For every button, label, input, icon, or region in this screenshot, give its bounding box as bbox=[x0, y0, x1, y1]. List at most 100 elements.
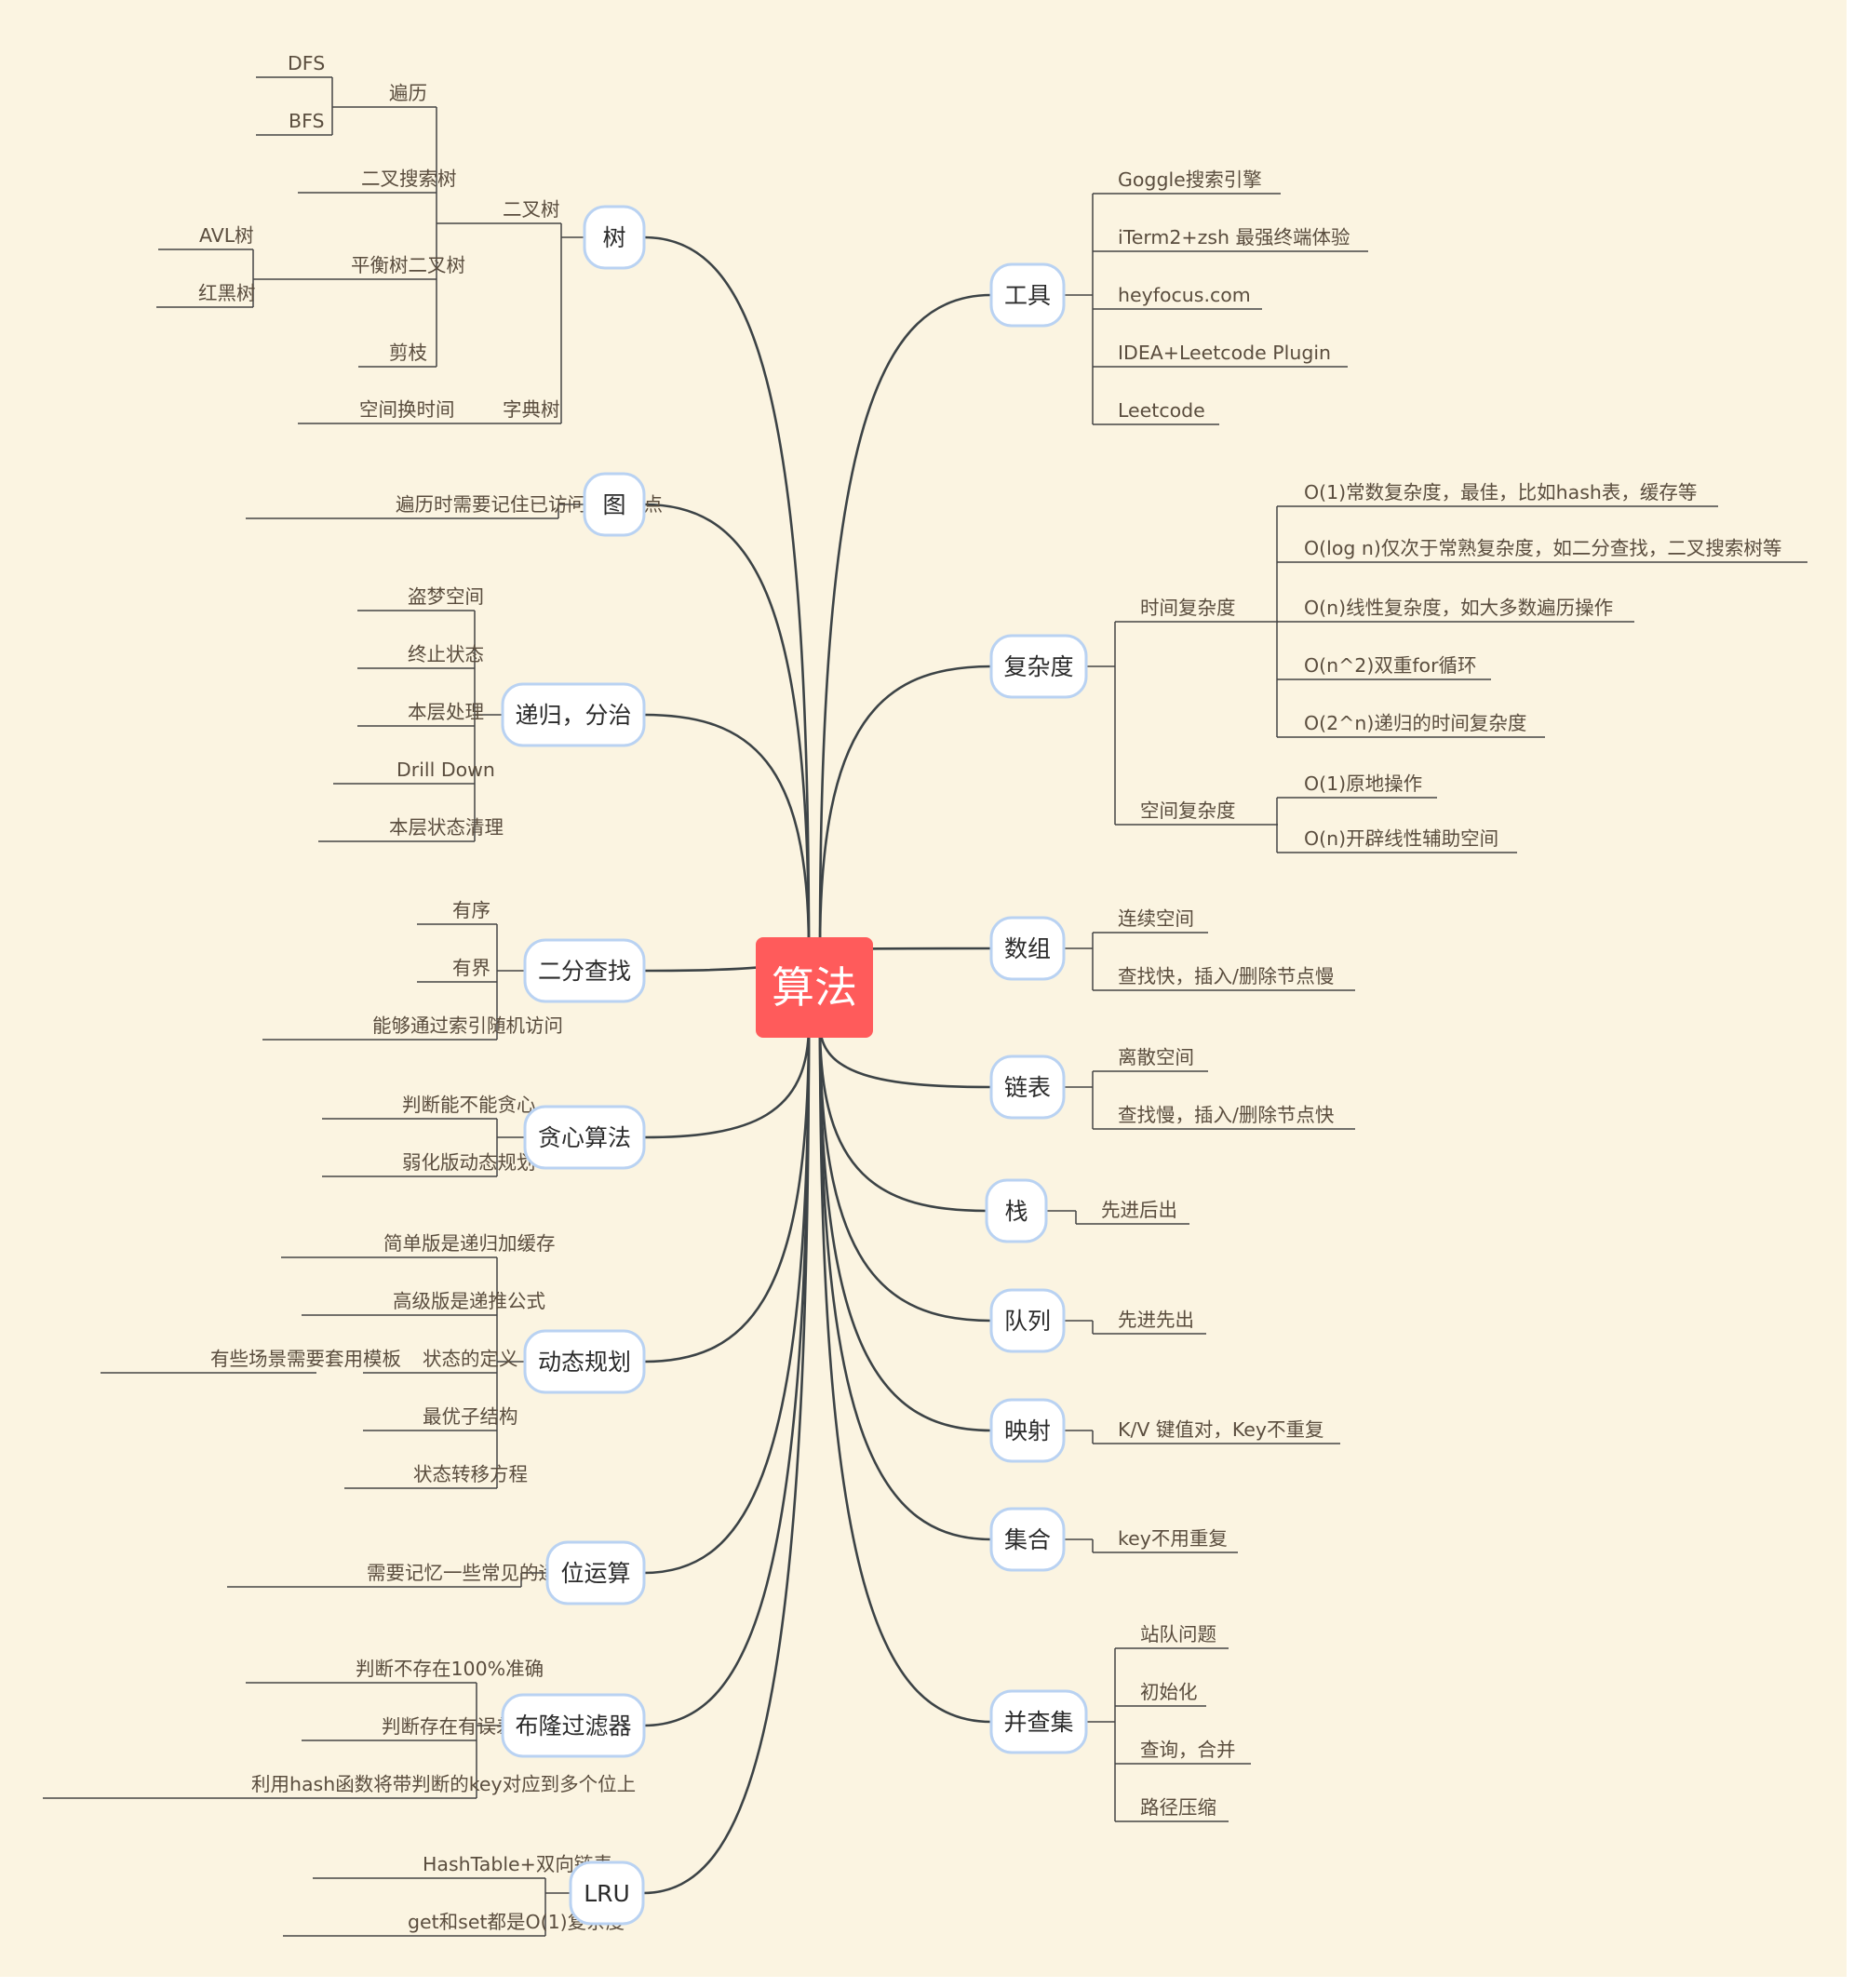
topic-box[interactable] bbox=[989, 1507, 1066, 1572]
leaf-label: O(1)常数复杂度，最佳，比如hash表，缓存等 bbox=[1304, 481, 1697, 504]
branch-line-left-0 bbox=[643, 235, 811, 951]
topic-right-6[interactable]: 映射 bbox=[989, 1398, 1066, 1463]
leaf-label: 初始化 bbox=[1140, 1681, 1198, 1703]
topic-right-1[interactable]: 复杂度 bbox=[989, 634, 1088, 699]
branch-line-right-4 bbox=[818, 1024, 987, 1213]
topic-box[interactable] bbox=[985, 1178, 1048, 1243]
topic-box[interactable] bbox=[989, 1288, 1066, 1353]
topic-right-0[interactable]: 工具 bbox=[989, 262, 1066, 328]
topic-box[interactable] bbox=[501, 1693, 646, 1758]
topic-box[interactable] bbox=[989, 1054, 1066, 1120]
leaf-label: 查找快，插入/删除节点慢 bbox=[1118, 965, 1334, 987]
topic-right-5[interactable]: 队列 bbox=[989, 1288, 1066, 1353]
leaf-label: BFS bbox=[289, 110, 325, 132]
topic-left-0[interactable]: 树 bbox=[583, 205, 646, 270]
leaf-label: AVL树 bbox=[199, 224, 254, 247]
topic-label: 数组 bbox=[1004, 935, 1051, 962]
leaf-label: 状态的定义 bbox=[423, 1348, 518, 1370]
topic-right-8[interactable]: 并查集 bbox=[989, 1689, 1088, 1754]
topic-left-3[interactable]: 二分查找 bbox=[523, 938, 646, 1003]
leaf-label: 离散空间 bbox=[1118, 1046, 1194, 1068]
branch-line-left-5 bbox=[643, 1024, 811, 1363]
branch-line-left-8 bbox=[642, 1024, 811, 1895]
leaf-label: 先进先出 bbox=[1118, 1309, 1194, 1331]
leaf-label: 红黑树 bbox=[198, 282, 256, 304]
topic-box[interactable] bbox=[989, 634, 1088, 699]
leaf-label: O(1)原地操作 bbox=[1304, 772, 1422, 795]
topic-left-4[interactable]: 贪心算法 bbox=[523, 1105, 646, 1170]
topic-box[interactable] bbox=[989, 1398, 1066, 1463]
leaf-label: 最优子结构 bbox=[423, 1405, 518, 1428]
leaf-label: iTerm2+zsh 最强终端体验 bbox=[1118, 226, 1350, 248]
branch-line-right-5 bbox=[818, 1024, 992, 1323]
branch-line-left-2 bbox=[643, 713, 811, 951]
topic-label: 集合 bbox=[1004, 1526, 1051, 1553]
leaf-label: 判断能不能贪心 bbox=[402, 1094, 536, 1116]
leaf-label: 查询，合并 bbox=[1140, 1739, 1236, 1761]
leaf-label: 简单版是递归加缓存 bbox=[383, 1232, 556, 1255]
branch-line-right-8 bbox=[818, 1024, 992, 1724]
root-node[interactable]: 算法 bbox=[756, 937, 873, 1038]
topic-box[interactable] bbox=[501, 682, 646, 747]
leaf-label: O(n)线性复杂度，如大多数遍历操作 bbox=[1304, 597, 1613, 619]
leaf-label: 有界 bbox=[452, 957, 490, 979]
leaf-label: 空间换时间 bbox=[359, 398, 455, 421]
leaf-label: 利用hash函数将带判断的key对应到多个位上 bbox=[251, 1773, 636, 1795]
leaf-label: 平衡树二叉树 bbox=[351, 254, 465, 276]
topic-label: 栈 bbox=[1004, 1198, 1028, 1225]
topic-box[interactable] bbox=[583, 205, 646, 270]
topic-left-2[interactable]: 递归，分治 bbox=[501, 682, 646, 747]
topic-label: 并查集 bbox=[1003, 1709, 1073, 1736]
leaf-label: O(n^2)双重for循环 bbox=[1304, 654, 1477, 677]
topic-label: 链表 bbox=[1004, 1074, 1051, 1101]
leaf-label: 路径压缩 bbox=[1140, 1796, 1216, 1819]
topic-right-3[interactable]: 链表 bbox=[989, 1054, 1066, 1120]
root-box[interactable] bbox=[756, 937, 873, 1038]
topic-box[interactable] bbox=[545, 1540, 646, 1605]
leaf-label: K/V 键值对，Key不重复 bbox=[1118, 1418, 1324, 1441]
topic-label: 二分查找 bbox=[538, 958, 631, 985]
topic-label: 动态规划 bbox=[538, 1349, 631, 1376]
topic-label: 图 bbox=[602, 491, 625, 518]
topic-left-7[interactable]: 布隆过滤器 bbox=[501, 1693, 646, 1758]
topic-box[interactable] bbox=[523, 938, 646, 1003]
leaf-label: 能够通过索引随机访问 bbox=[372, 1014, 563, 1037]
branch-line-left-6 bbox=[643, 1024, 811, 1575]
topic-box[interactable] bbox=[989, 262, 1066, 328]
leaf-label: 终止状态 bbox=[408, 643, 484, 665]
leaf-label: 先进后出 bbox=[1101, 1199, 1177, 1221]
topic-box[interactable] bbox=[569, 1860, 645, 1926]
topic-label: 复杂度 bbox=[1003, 653, 1073, 680]
leaf-label: Leetcode bbox=[1118, 399, 1205, 422]
topic-left-6[interactable]: 位运算 bbox=[545, 1540, 646, 1605]
topic-label: 位运算 bbox=[560, 1560, 630, 1587]
topic-right-2[interactable]: 数组 bbox=[989, 916, 1066, 981]
leaf-label: 遍历 bbox=[389, 82, 427, 104]
topic-right-4[interactable]: 栈 bbox=[985, 1178, 1048, 1243]
topic-box[interactable] bbox=[583, 472, 646, 537]
leaf-label: 连续空间 bbox=[1118, 907, 1194, 930]
topic-box[interactable] bbox=[523, 1105, 646, 1170]
leaf-label: 本层状态清理 bbox=[389, 816, 504, 839]
topic-left-1[interactable]: 图 bbox=[583, 472, 646, 537]
leaf-label: 站队问题 bbox=[1140, 1623, 1216, 1645]
leaf-label: 空间复杂度 bbox=[1140, 799, 1236, 822]
topic-label: 贪心算法 bbox=[538, 1124, 631, 1151]
branch-line-right-7 bbox=[818, 1024, 992, 1541]
topic-box[interactable] bbox=[989, 1689, 1088, 1754]
topic-right-7[interactable]: 集合 bbox=[989, 1507, 1066, 1572]
leaf-label: 时间复杂度 bbox=[1140, 597, 1236, 619]
topic-label: 树 bbox=[602, 224, 625, 251]
leaf-label: 二叉树 bbox=[503, 198, 560, 221]
leaf-label: 剪枝 bbox=[389, 342, 427, 364]
leaf-label: Drill Down bbox=[396, 759, 495, 781]
topic-box[interactable] bbox=[989, 916, 1066, 981]
leaf-label: 弱化版动态规划 bbox=[402, 1151, 536, 1174]
leaf-label: O(log n)仅次于常熟复杂度，如二分查找，二叉搜索树等 bbox=[1304, 537, 1781, 559]
topic-box[interactable] bbox=[523, 1329, 646, 1394]
leaf-label: 状态转移方程 bbox=[413, 1463, 528, 1485]
topic-left-5[interactable]: 动态规划 bbox=[523, 1329, 646, 1394]
topic-left-8[interactable]: LRU bbox=[569, 1860, 645, 1926]
